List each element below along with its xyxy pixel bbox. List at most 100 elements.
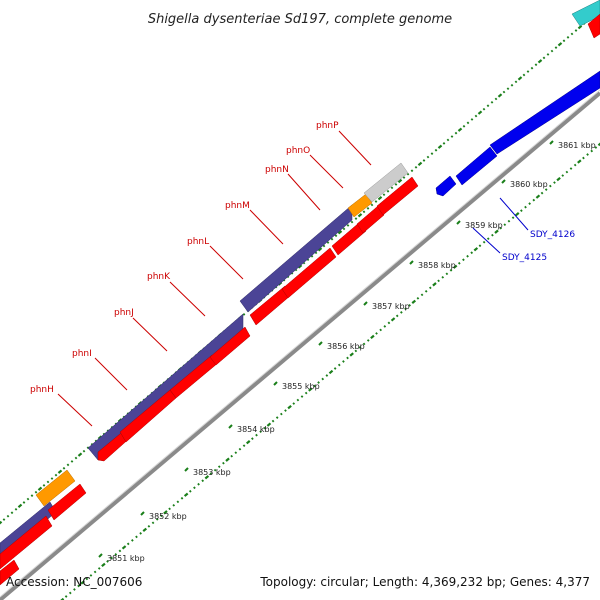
minor-tick: [42, 484, 46, 487]
minor-tick: [333, 367, 337, 370]
major-tick: [517, 76, 523, 81]
minor-tick: [362, 342, 366, 346]
forward-gene: [356, 205, 385, 234]
minor-tick: [346, 224, 350, 227]
minor-tick: [74, 456, 78, 460]
minor-tick: [406, 172, 410, 176]
major-tick: [297, 264, 303, 269]
minor-tick: [342, 227, 346, 231]
kbp-label: 3856 kbp: [327, 342, 365, 351]
minor-tick: [131, 539, 134, 542]
minor-tick: [520, 209, 523, 212]
minor-tick: [507, 219, 511, 223]
minor-tick: [193, 486, 196, 490]
minor-tick: [85, 577, 89, 581]
minor-tick: [255, 433, 258, 437]
major-tick: [328, 369, 334, 375]
kbp-tick-mark: [273, 381, 278, 386]
gene-label-phnN: phnN: [265, 165, 289, 175]
reverse-gene-track: [435, 70, 600, 197]
reverse-gene: [455, 146, 498, 186]
minor-tick: [242, 444, 246, 448]
kbp-label-track: 3851 kbp 3852 kbp 3853 kbp 3854 kbp 3855 kbp…: [98, 140, 596, 563]
minor-tick: [510, 83, 514, 87]
minor-tick: [450, 135, 454, 138]
major-tick: [163, 510, 168, 515]
minor-tick: [251, 437, 254, 440]
minor-tick: [410, 169, 414, 173]
gene-leader-line: [94, 357, 128, 391]
minor-tick: [386, 189, 390, 193]
minor-tick: [342, 360, 345, 363]
major-tick: [317, 247, 323, 252]
minor-tick: [446, 138, 450, 142]
major-tick: [266, 422, 272, 427]
gene-label-phnO: phnO: [286, 146, 310, 156]
minor-tick: [408, 304, 411, 307]
minor-tick: [159, 514, 163, 518]
cds-band-upper-2: [239, 204, 353, 313]
gene-label-phnL: phnL: [187, 237, 209, 247]
minor-tick: [54, 473, 58, 477]
minor-tick: [402, 176, 406, 179]
forward-gene: [0, 515, 53, 570]
minor-tick: [574, 29, 578, 32]
minor-tick: [379, 328, 382, 332]
major-tick: [37, 486, 43, 491]
minor-tick: [499, 226, 503, 230]
minor-tick: [77, 584, 80, 588]
minor-tick: [330, 237, 334, 241]
kbp-label: 3861 kbp: [558, 141, 596, 150]
minor-tick: [168, 507, 171, 511]
minor-tick: [441, 275, 445, 279]
kbp-label: 3854 kbp: [237, 425, 275, 434]
gene-label-SDY_4126: SDY_4126: [530, 230, 575, 240]
minor-tick: [326, 241, 330, 244]
minor-tick: [284, 409, 287, 412]
major-tick: [477, 110, 483, 115]
minor-tick: [462, 124, 466, 128]
major-tick: [556, 176, 561, 182]
major-tick: [452, 264, 458, 269]
minor-tick: [93, 570, 97, 574]
minor-tick: [470, 251, 474, 255]
minor-tick: [426, 155, 430, 159]
major-tick: [417, 161, 423, 167]
minor-tick: [434, 148, 438, 152]
forward-gene: [587, 13, 600, 39]
minor-tick: [292, 402, 296, 405]
minor-tick: [422, 159, 426, 162]
minor-tick: [416, 296, 420, 300]
minor-tick: [325, 374, 329, 377]
minor-tick: [437, 279, 440, 283]
minor-tick: [400, 311, 403, 314]
minor-tick: [242, 313, 246, 316]
major-tick: [57, 469, 63, 474]
minor-tick: [114, 553, 118, 556]
minor-tick: [532, 198, 536, 202]
minor-tick: [553, 181, 556, 184]
major-tick: [557, 42, 563, 47]
minor-tick: [209, 472, 213, 476]
minor-tick: [573, 163, 577, 167]
forward-gene: [331, 221, 367, 256]
minor-tick: [354, 217, 358, 220]
minor-tick: [528, 202, 531, 205]
minor-tick: [562, 39, 566, 43]
major-tick: [245, 440, 251, 445]
minor-tick: [362, 210, 366, 214]
minor-tick: [322, 244, 326, 248]
minor-tick: [590, 149, 594, 153]
minor-tick: [30, 494, 34, 497]
minor-tick: [442, 142, 446, 145]
major-tick: [370, 334, 375, 340]
minor-tick: [306, 258, 310, 262]
minor-tick: [491, 233, 494, 237]
kbp-tick-mark: [228, 424, 233, 429]
minor-tick: [317, 381, 320, 384]
minor-tick: [457, 261, 461, 265]
minor-tick: [82, 449, 86, 453]
gene-leader-line: [499, 197, 529, 231]
gene-leader-line: [338, 130, 372, 166]
minor-tick: [6, 514, 10, 518]
